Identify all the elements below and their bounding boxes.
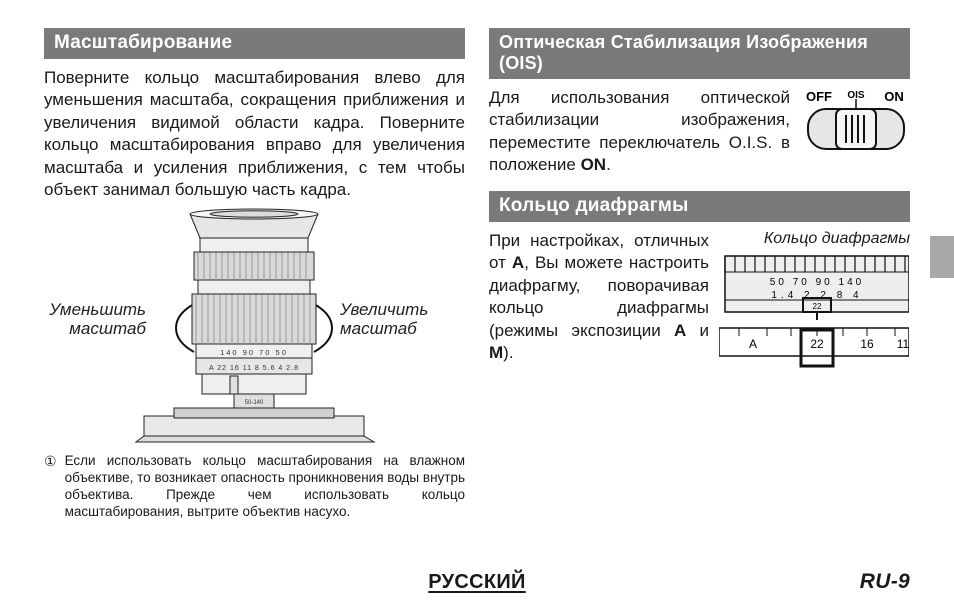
footer: РУССКИЙ RU-9 (0, 570, 954, 594)
ap-top-f: 1.4 2 2.8 4 (771, 290, 862, 301)
barrel-seg2 (198, 280, 310, 294)
ap-b-16: 16 (860, 337, 874, 351)
ap-b-22: 22 (810, 337, 824, 351)
arrow-left-path (176, 304, 194, 352)
zoom-out-l1: Уменьшить (49, 300, 146, 319)
ap-M: M (489, 343, 503, 362)
lens-figure: Уменьшить масштаб Увеличить масштаб (44, 208, 465, 446)
ap-b-A: A (749, 337, 757, 351)
barrel-seg1 (202, 374, 306, 394)
ap-top-mm: 50 70 90 140 (770, 277, 864, 288)
ois-switch-slider (836, 109, 876, 149)
language-label: РУССКИЙ (124, 571, 830, 594)
aperture-caption: Кольцо диафрагмы (719, 230, 910, 248)
zoom-heading: Масштабирование (44, 28, 465, 59)
tripod-stem (230, 376, 238, 394)
zoom-body: Поверните кольцо масштабирования влево д… (44, 67, 465, 202)
focus-grip (194, 252, 314, 280)
ois-svg: OFF OIS ON (802, 87, 910, 155)
ois-on-word: ON (581, 155, 607, 174)
zoom-out-label: Уменьшить масштаб (44, 300, 146, 339)
lens-zoom-scale: 140 90 70 50 (220, 348, 288, 357)
aperture-row: При настройках, отличных от A, Вы можете… (489, 230, 910, 389)
zoom-out-l2: масштаб (69, 319, 146, 338)
zoom-in-l1: Увеличить (340, 300, 428, 319)
zoom-in-l2: масштаб (340, 319, 417, 338)
zoom-grip (192, 294, 316, 344)
ap-A2: A (674, 321, 686, 340)
page-number: RU-9 (830, 570, 910, 594)
warning-icon: ① (44, 452, 57, 521)
note: ① Если использовать кольцо масштабирован… (44, 452, 465, 521)
lens-model: 50-140 (245, 400, 264, 406)
ap-and: и (686, 321, 709, 340)
note-text: Если использовать кольцо масштабирования… (65, 452, 465, 521)
barrel-seg3 (200, 238, 308, 252)
camera-base (144, 416, 364, 436)
columns: Масштабирование Поверните кольцо масштаб… (44, 28, 910, 548)
ois-figure: OFF OIS ON (802, 87, 910, 177)
ois-body-2: . (606, 155, 611, 174)
ois-on-label: ON (884, 89, 904, 104)
ois-body-1: Для использования оптической стабилизаци… (489, 88, 790, 174)
right-column: Оптическая Стабилизация Изображения (OIS… (489, 28, 910, 548)
page: Масштабирование Поверните кольцо масштаб… (0, 0, 954, 604)
ap-body-3: ). (503, 343, 513, 362)
aperture-svg: 50 70 90 140 1.4 2 2.8 4 22 A (719, 252, 909, 384)
aperture-body: При настройках, отличных от A, Вы можете… (489, 230, 709, 389)
side-tab (930, 236, 954, 278)
ap-A1: A (512, 253, 524, 272)
arrow-right-path (314, 304, 332, 352)
lens-glass (210, 210, 298, 216)
aperture-heading: Кольцо диафрагмы (489, 191, 910, 222)
camera-bevel (136, 436, 374, 442)
lens-ap-scale: A 22 16 11 8 5.6 4 2.8 (209, 365, 299, 372)
mount-plate (174, 408, 334, 418)
left-column: Масштабирование Поверните кольцо масштаб… (44, 28, 465, 548)
zoom-in-label: Увеличить масштаб (340, 300, 450, 339)
ois-row: Для использования оптической стабилизаци… (489, 87, 910, 177)
ap-b-11: 11 (897, 337, 909, 351)
ois-heading: Оптическая Стабилизация Изображения (OIS… (489, 28, 910, 79)
ois-off-label: OFF (806, 89, 832, 104)
ois-body: Для использования оптической стабилизаци… (489, 87, 790, 177)
ap-top-22: 22 (813, 302, 822, 311)
aperture-figure: Кольцо диафрагмы 50 70 90 140 1.4 2 2.8 … (719, 230, 910, 389)
